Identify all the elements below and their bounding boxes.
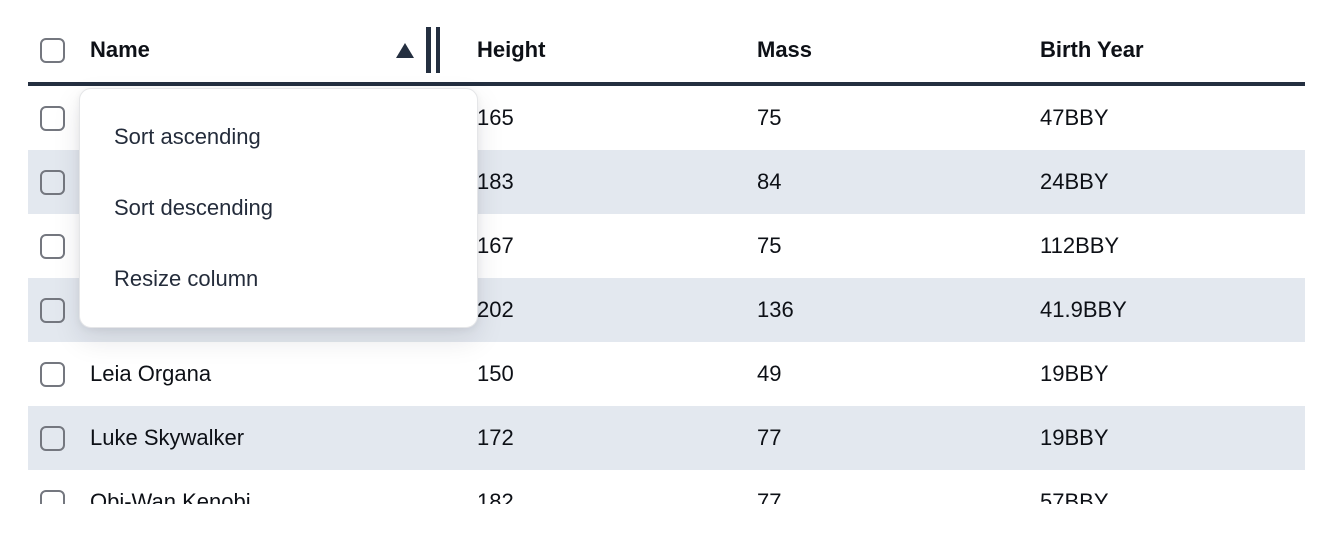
column-header-birth-year[interactable]: Birth Year (1040, 37, 1144, 62)
cell-height: 165 (477, 105, 514, 130)
row-checkbox-cell (28, 233, 78, 259)
table-row: Luke Skywalker 172 77 19BBY (28, 406, 1305, 470)
cell-birth-year: 24BBY (1040, 169, 1109, 194)
cell-height: 182 (477, 489, 514, 504)
cell-name: Obi-Wan Kenobi (90, 489, 251, 504)
menu-item-resize-column[interactable]: Resize column (114, 266, 259, 292)
table-row: Leia Organa 150 49 19BBY (28, 342, 1305, 406)
cell-mass: 136 (757, 297, 794, 322)
menu-item-sort-ascending[interactable]: Sort ascending (114, 123, 261, 149)
cell-height: 150 (477, 361, 514, 386)
cell-mass: 84 (757, 169, 782, 194)
column-header-name-label: Name (90, 37, 150, 62)
row-checkbox-cell (28, 297, 78, 323)
cell-birth-year: 57BBY (1040, 489, 1109, 504)
cell-birth-year: 47BBY (1040, 105, 1109, 130)
row-checkbox[interactable] (40, 425, 65, 451)
row-checkbox-cell (28, 489, 78, 504)
row-checkbox[interactable] (40, 105, 65, 131)
cell-birth-year: 112BBY (1040, 233, 1120, 258)
row-checkbox[interactable] (40, 169, 65, 195)
row-checkbox[interactable] (40, 361, 65, 387)
select-all-cell (28, 37, 78, 63)
sort-ascending-icon (396, 42, 414, 58)
cell-birth-year: 19BBY (1040, 361, 1109, 386)
row-checkbox[interactable] (40, 233, 65, 259)
row-checkbox[interactable] (40, 489, 65, 504)
select-all-checkbox[interactable] (40, 37, 65, 63)
cell-height: 172 (477, 425, 514, 450)
row-checkbox-cell (28, 105, 78, 131)
column-header-height[interactable]: Height (477, 37, 546, 62)
table-row: 167 75 112BBY (28, 214, 1305, 278)
column-context-menu: Sort ascending Sort descending Resize colu… (79, 88, 478, 328)
cell-mass: 75 (757, 105, 782, 130)
table-row: 165 75 47BBY (28, 86, 1305, 150)
row-checkbox-cell (28, 425, 78, 451)
cell-name: Leia Organa (90, 361, 212, 386)
cell-height: 202 (477, 297, 514, 322)
cell-mass: 77 (757, 489, 782, 504)
column-header-mass[interactable]: Mass (757, 37, 813, 62)
table-header-row: Name Height Mass Birth Year (28, 0, 1305, 86)
cell-name: Luke Skywalker (90, 425, 245, 450)
column-resize-handle-icon[interactable] (426, 27, 440, 73)
table-row: Obi-Wan Kenobi 182 77 57BBY (28, 470, 1305, 504)
row-checkbox[interactable] (40, 297, 65, 323)
cell-mass: 49 (757, 361, 782, 386)
cell-birth-year: 41.9BBY (1040, 297, 1127, 322)
row-checkbox-cell (28, 361, 78, 387)
cell-mass: 75 (757, 233, 782, 258)
row-checkbox-cell (28, 169, 78, 195)
menu-item-sort-descending[interactable]: Sort descending (114, 194, 273, 220)
column-header-name[interactable]: Name (78, 27, 462, 73)
cell-birth-year: 19BBY (1040, 425, 1109, 450)
cell-mass: 77 (757, 425, 782, 450)
cell-height: 183 (477, 169, 514, 194)
cell-height: 167 (477, 233, 514, 258)
